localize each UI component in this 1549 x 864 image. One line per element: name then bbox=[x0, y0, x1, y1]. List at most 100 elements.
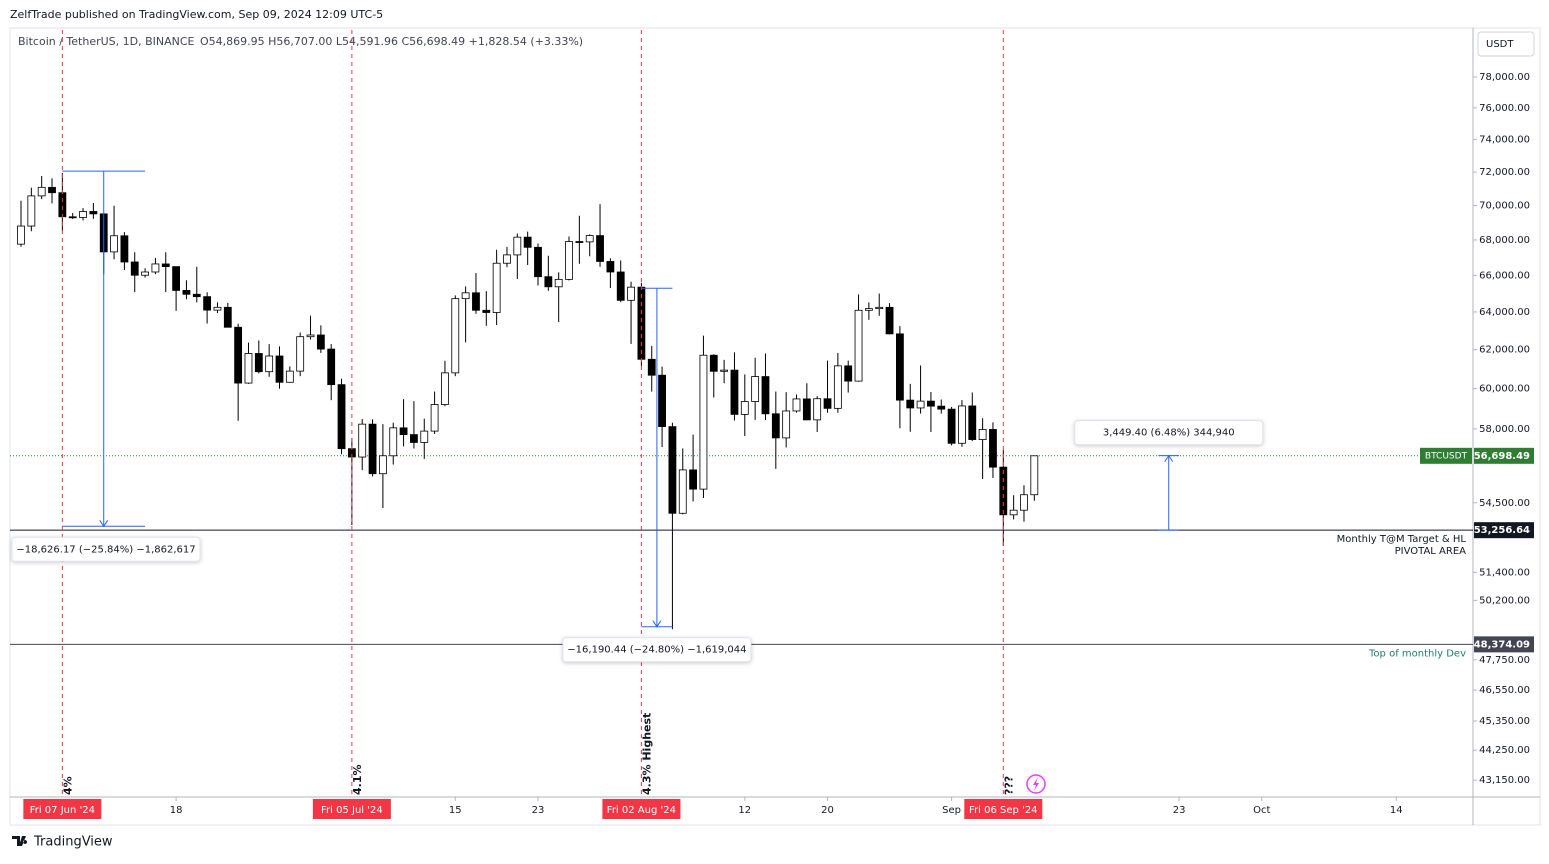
candle-body bbox=[947, 408, 956, 444]
candle-body bbox=[668, 426, 677, 514]
date-highlight-label: Fri 07 Jun '24 bbox=[30, 805, 95, 816]
candle-body bbox=[958, 405, 966, 444]
candle-body bbox=[306, 334, 315, 338]
candle-body bbox=[513, 236, 522, 256]
candle-body bbox=[802, 398, 811, 421]
candle-body bbox=[79, 211, 87, 218]
y-tick-label: 58,000.00 bbox=[1479, 424, 1530, 435]
candle-body bbox=[327, 348, 336, 386]
brand-name: TradingView bbox=[33, 835, 113, 850]
measure-box bbox=[11, 536, 201, 562]
candle-body bbox=[534, 246, 542, 278]
candle-body bbox=[740, 401, 749, 415]
candle-body bbox=[792, 398, 801, 412]
candle-body bbox=[606, 261, 615, 273]
candle-body bbox=[213, 306, 222, 311]
candle-body bbox=[616, 271, 625, 301]
candle-body bbox=[585, 235, 594, 243]
x-tick-label: 23 bbox=[532, 805, 545, 816]
candle-body bbox=[782, 410, 791, 439]
candle-body bbox=[999, 466, 1008, 516]
vertical-marker-label: 4.1% bbox=[351, 764, 364, 795]
y-tick-label: 64,000.00 bbox=[1479, 307, 1530, 318]
candle-body bbox=[699, 354, 708, 490]
candle-body bbox=[761, 376, 770, 415]
candle-body bbox=[989, 429, 997, 468]
candle-body bbox=[17, 225, 25, 245]
candle-body bbox=[27, 195, 36, 227]
price-tag-label: 56,698.49 bbox=[1474, 451, 1530, 462]
candle-body bbox=[1020, 494, 1028, 511]
candle-body bbox=[172, 266, 181, 291]
candle-body bbox=[896, 333, 904, 401]
candle-body bbox=[771, 413, 780, 439]
date-highlight-label: Fri 06 Sep '24 bbox=[969, 805, 1038, 816]
candle-body bbox=[885, 306, 894, 335]
candle-body bbox=[48, 186, 56, 194]
date-highlight bbox=[312, 799, 391, 819]
candle-body bbox=[1009, 509, 1018, 516]
candle-body bbox=[833, 365, 842, 409]
y-tick-label: 62,000.00 bbox=[1479, 345, 1530, 356]
candle-body bbox=[244, 353, 253, 384]
y-tick-label: 72,000.00 bbox=[1479, 167, 1530, 178]
measure-arrowhead bbox=[1164, 454, 1174, 462]
price-tag bbox=[1474, 636, 1534, 653]
candle-body bbox=[265, 355, 274, 373]
candle-body bbox=[120, 235, 129, 263]
x-tick-label: 23 bbox=[1173, 805, 1186, 816]
currency-label[interactable]: USDT bbox=[1486, 39, 1514, 50]
chart-frame bbox=[9, 27, 1541, 826]
vertical-marker-label: 4.3% Highest bbox=[640, 713, 653, 795]
candle-body bbox=[275, 355, 284, 383]
alert-icon[interactable] bbox=[1026, 774, 1046, 794]
y-tick-label: 45,350.00 bbox=[1479, 716, 1530, 727]
candle-body bbox=[523, 236, 532, 248]
candle-body bbox=[151, 263, 160, 273]
measure-label: −16,190.44 (−24.80%) −1,619,044 bbox=[567, 645, 746, 656]
measure-arrowhead bbox=[652, 620, 662, 628]
candle-body bbox=[875, 306, 884, 310]
candle-body bbox=[441, 372, 449, 405]
y-tick-label: 46,550.00 bbox=[1479, 685, 1530, 696]
y-tick-label: 54,500.00 bbox=[1479, 498, 1530, 509]
measure-box bbox=[1074, 420, 1264, 446]
y-tick-label: 68,000.00 bbox=[1479, 235, 1530, 246]
symbol-tag-label: BTCUSDT bbox=[1425, 451, 1468, 461]
candle-body bbox=[182, 290, 191, 295]
candle-body bbox=[337, 384, 346, 450]
date-highlight bbox=[602, 799, 681, 819]
symbol-tag bbox=[1420, 447, 1472, 464]
date-highlight-label: Fri 05 Jul '24 bbox=[321, 805, 383, 816]
candle-body bbox=[130, 261, 139, 276]
candle-body bbox=[978, 429, 987, 440]
ohlc-legend: O54,869.95 H56,707.00 L54,591.96 C56,698… bbox=[200, 35, 583, 48]
measure-label: −18,626.17 (−25.84%) −1,862,617 bbox=[16, 544, 195, 555]
candle-body bbox=[203, 296, 212, 311]
y-tick-label: 74,000.00 bbox=[1479, 135, 1530, 146]
candle-body bbox=[813, 398, 822, 421]
candle-body bbox=[1030, 455, 1039, 496]
candle-body bbox=[420, 430, 429, 443]
candle-body bbox=[461, 292, 470, 300]
candle-body bbox=[472, 292, 480, 311]
candle-body bbox=[161, 263, 170, 268]
candle-body bbox=[937, 405, 946, 410]
candle-body bbox=[565, 241, 573, 280]
candle-body bbox=[451, 298, 460, 374]
price-tag-label: 53,256.64 bbox=[1474, 525, 1530, 536]
x-tick-label: Sep bbox=[942, 805, 961, 816]
candle-body bbox=[410, 434, 418, 443]
y-tick-label: 51,400.00 bbox=[1479, 567, 1530, 578]
candle-body bbox=[678, 469, 687, 514]
candle-body bbox=[141, 271, 149, 276]
candle-body bbox=[389, 427, 398, 457]
price-tag-label: 48,374.09 bbox=[1474, 639, 1530, 650]
candle-body bbox=[89, 211, 98, 215]
candle-body bbox=[368, 423, 377, 475]
currency-button[interactable] bbox=[1477, 31, 1535, 57]
candle-body bbox=[399, 427, 408, 436]
measure-arrowhead bbox=[99, 520, 109, 528]
candle-body bbox=[916, 400, 925, 409]
